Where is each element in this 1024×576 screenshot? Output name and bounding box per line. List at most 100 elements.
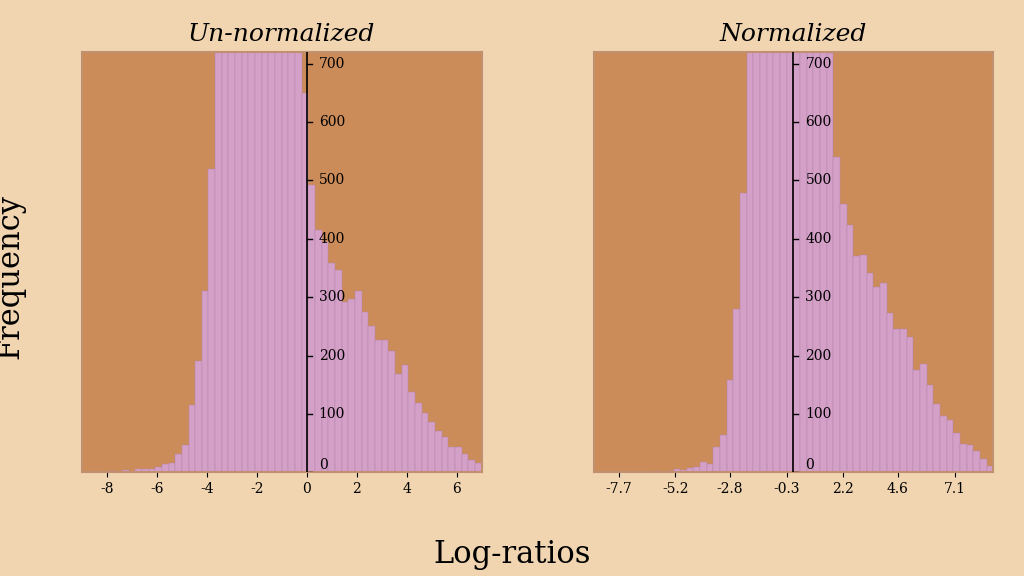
Bar [175,454,182,472]
Text: 500: 500 [806,173,831,187]
Bar [680,470,687,472]
Bar [409,392,415,472]
Bar [388,351,395,472]
Bar [746,7,754,472]
Bar [946,420,953,472]
Bar [369,326,375,472]
Bar [794,0,800,472]
Bar [820,0,826,472]
Bar [860,255,866,472]
Bar [462,454,468,472]
Bar [807,0,813,472]
Bar [953,433,959,472]
Bar [395,374,401,472]
Text: 600: 600 [318,115,345,129]
Bar [700,462,707,472]
Bar [382,340,388,472]
Bar [295,0,302,472]
Text: Log-ratios: Log-ratios [433,539,591,570]
Bar [268,0,275,472]
Bar [667,471,674,472]
Bar [282,0,289,472]
Bar [780,0,786,472]
Bar [760,0,767,472]
Text: 700: 700 [806,56,831,70]
Bar [289,0,295,472]
Bar [355,291,361,472]
Bar [182,445,188,472]
Text: 300: 300 [318,290,345,304]
Bar [826,53,834,472]
Text: 0: 0 [318,458,328,472]
Bar [449,447,455,472]
Bar [135,469,142,472]
Bar [375,340,382,472]
Text: 700: 700 [318,56,345,70]
Bar [109,471,116,472]
Bar [202,291,209,472]
Bar [980,460,986,472]
Bar [162,464,169,472]
Text: 100: 100 [318,407,345,421]
Bar [707,464,714,472]
Bar [236,0,242,472]
Bar [687,468,693,472]
Text: 400: 400 [806,232,831,246]
Bar [847,225,853,472]
Bar [906,337,913,472]
Bar [773,0,780,472]
Bar [913,370,920,472]
Bar [209,169,215,472]
Bar [156,467,162,472]
Bar [422,413,428,472]
Bar [959,444,967,472]
Bar [228,0,236,472]
Bar [967,445,973,472]
Bar [727,380,733,472]
Text: 400: 400 [318,232,345,246]
Bar [800,0,807,472]
Bar [733,309,740,472]
Bar [893,329,900,472]
Bar [740,193,746,472]
Bar [693,467,700,472]
Bar [475,463,481,472]
Bar [720,435,727,472]
Bar [834,157,840,472]
Text: 500: 500 [318,173,345,187]
Bar [933,404,940,472]
Text: 100: 100 [806,407,831,421]
Bar [927,385,933,472]
Bar [468,460,475,472]
Bar [348,300,355,472]
Bar [148,469,156,472]
Bar [653,471,660,472]
Bar [196,361,202,472]
Text: 0: 0 [806,458,814,472]
Bar [315,230,322,472]
Bar [866,272,873,472]
Bar [322,242,329,472]
Text: 300: 300 [806,290,831,304]
Bar [188,405,196,472]
Bar [342,302,348,472]
Bar [873,287,880,472]
Bar [455,446,462,472]
Bar [674,469,680,472]
Bar [428,422,435,472]
Bar [840,204,847,472]
Bar [973,452,980,472]
Title: Normalized: Normalized [720,22,867,46]
Bar [940,416,946,472]
Bar [222,0,228,472]
Text: Frequency: Frequency [0,194,26,359]
Bar [335,270,342,472]
Bar [302,93,308,472]
Bar [786,0,794,472]
Bar [441,437,449,472]
Bar [435,431,441,472]
Bar [880,283,887,472]
Bar [361,312,369,472]
Bar [262,0,268,472]
Bar [169,463,175,472]
